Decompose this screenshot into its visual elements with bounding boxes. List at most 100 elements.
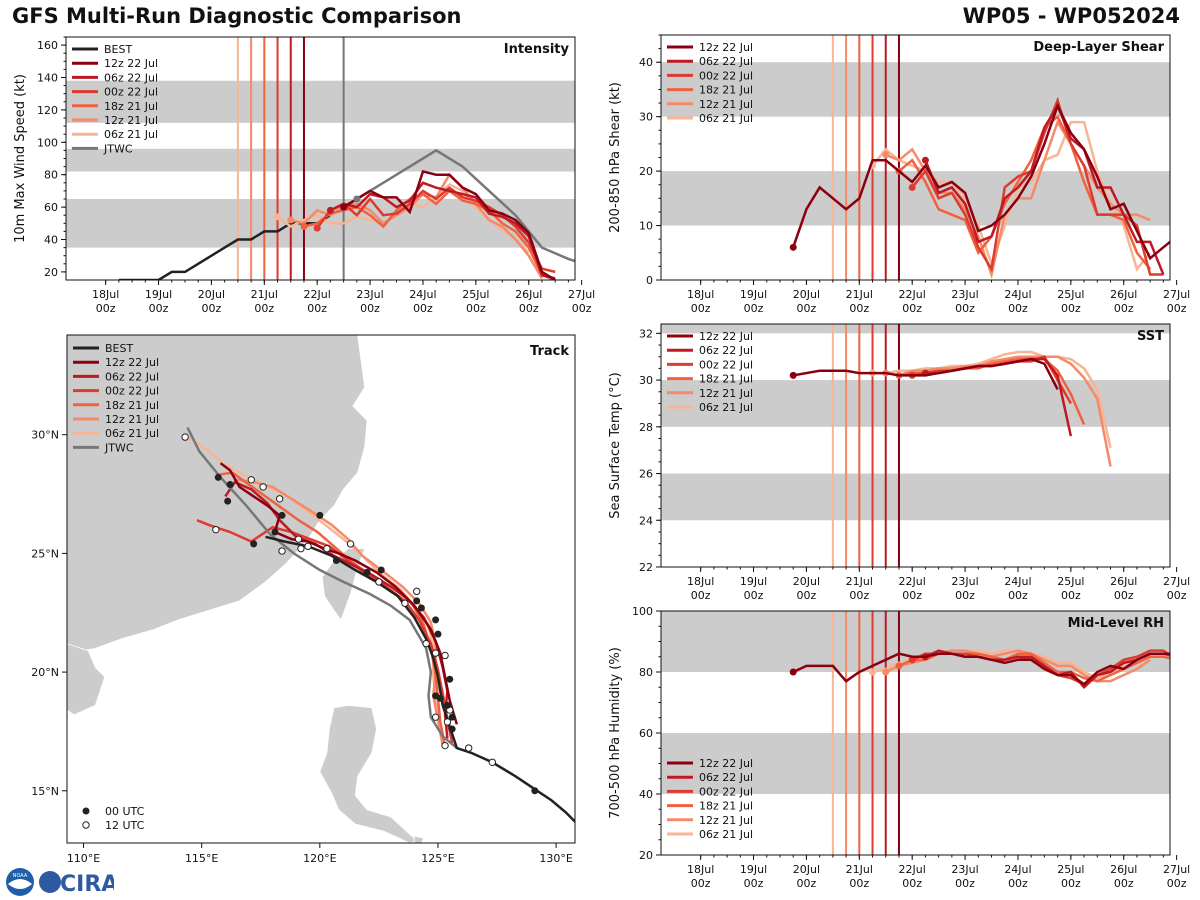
legend-label: 12z 21 Jul xyxy=(699,814,753,827)
track-point-12utc xyxy=(212,525,220,534)
series-start-point xyxy=(326,206,334,214)
legend-label: 00z 22 Jul xyxy=(699,785,753,798)
x-tick-day: 23Jul xyxy=(951,288,978,301)
y-tick-label: 100 xyxy=(37,136,58,149)
x-tick-day: 20Jul xyxy=(793,288,820,301)
x-tick-day: 18Jul xyxy=(687,288,714,301)
y-tick-label: 120 xyxy=(37,104,58,117)
series-start-point xyxy=(300,223,308,231)
legend-label: 06z 22 Jul xyxy=(699,344,753,357)
noaa-text: NOAA xyxy=(13,873,28,879)
y-tick-label: 30 xyxy=(639,111,653,124)
series-start-point xyxy=(882,668,890,676)
gray-band xyxy=(661,324,1170,334)
series-line-12z-22-Jul xyxy=(342,169,556,280)
track-point-12utc xyxy=(297,544,305,553)
track-point-12utc xyxy=(346,540,355,548)
cira-logo: NOAA CIRA xyxy=(6,868,114,897)
track-point-12utc xyxy=(441,741,449,750)
legend-label: 12z 21 Jul xyxy=(105,413,159,426)
lat-tick-label: 20°N xyxy=(31,666,59,679)
track-point-00utc xyxy=(446,675,454,683)
legend-label: 12z 22 Jul xyxy=(105,356,159,369)
legend-label: 12z 22 Jul xyxy=(699,41,753,54)
y-axis-label: 200-850 hPa Shear (kt) xyxy=(608,82,623,233)
x-tick-hour: 00z xyxy=(254,302,274,315)
x-tick-hour: 00z xyxy=(519,302,539,315)
track-line-12z-22-Jul xyxy=(219,462,459,725)
x-tick-day: 18Jul xyxy=(687,863,714,876)
track-point-00utc xyxy=(224,497,232,505)
track-point-12utc xyxy=(431,713,440,721)
track-point-12utc xyxy=(441,651,449,660)
y-axis-label: 700-500 hPa Humidity (%) xyxy=(608,647,623,819)
legend-label: 12z 21 Jul xyxy=(699,387,753,400)
x-tick-hour: 00z xyxy=(1008,877,1028,890)
series-line-12z-22-Jul xyxy=(792,652,1170,686)
hainan-landmass xyxy=(67,643,106,716)
x-tick-day: 22Jul xyxy=(304,288,331,301)
track-point-12utc xyxy=(278,547,286,555)
x-tick-day: 21Jul xyxy=(846,863,873,876)
x-tick-hour: 00z xyxy=(1061,589,1081,602)
series-start-point xyxy=(869,668,877,676)
series-line-12z-22-Jul xyxy=(792,357,1059,390)
legend-label: 06z 21 Jul xyxy=(699,112,753,125)
y-tick-label: 140 xyxy=(37,72,58,85)
lat-tick-label: 25°N xyxy=(31,547,59,560)
x-tick-hour: 00z xyxy=(1167,877,1187,890)
x-tick-hour: 00z xyxy=(96,302,116,315)
x-tick-day: 20Jul xyxy=(793,863,820,876)
x-tick-hour: 00z xyxy=(1167,589,1187,602)
track-point-12utc xyxy=(412,587,421,596)
x-tick-hour: 00z xyxy=(307,302,327,315)
track-point-00utc xyxy=(377,566,385,574)
series-start-point xyxy=(921,156,929,164)
lat-tick-label: 30°N xyxy=(31,429,59,442)
map-area xyxy=(67,335,575,843)
marker-legend-label: 00 UTC xyxy=(105,805,145,818)
track-point-12utc xyxy=(304,542,312,550)
x-tick-day: 23Jul xyxy=(951,863,978,876)
series-start-point xyxy=(895,662,903,670)
series-start-point xyxy=(789,371,797,379)
x-tick-day: 26Jul xyxy=(1110,863,1137,876)
lat-tick-label: 15°N xyxy=(31,785,59,798)
x-tick-day: 24Jul xyxy=(409,288,436,301)
x-tick-day: 21Jul xyxy=(251,288,278,301)
x-tick-day: 25Jul xyxy=(462,288,489,301)
legend-label: 06z 22 Jul xyxy=(104,71,158,84)
x-tick-hour: 00z xyxy=(902,877,922,890)
legend-label: 12z 21 Jul xyxy=(104,114,158,127)
y-tick-label: 22 xyxy=(639,561,653,574)
track-point-00utc xyxy=(316,511,324,519)
x-tick-day: 26Jul xyxy=(515,288,542,301)
x-tick-hour: 00z xyxy=(849,877,869,890)
track-point-00utc xyxy=(448,725,456,733)
x-tick-hour: 00z xyxy=(360,302,380,315)
x-tick-hour: 00z xyxy=(202,302,222,315)
y-tick-label: 30 xyxy=(639,374,653,387)
series-start-point xyxy=(789,668,797,676)
x-tick-hour: 00z xyxy=(691,302,711,315)
x-tick-hour: 00z xyxy=(413,302,433,315)
storm-id: WP05 - WP052024 xyxy=(962,4,1180,28)
track-point-12utc xyxy=(247,476,255,484)
y-tick-label: 0 xyxy=(646,274,653,287)
panel-title: Intensity xyxy=(504,42,570,57)
series-start-point xyxy=(340,203,348,211)
intensity-panel: 2040608010012014016018Jul00z19Jul00z20Ju… xyxy=(13,36,595,315)
x-tick-hour: 00z xyxy=(466,302,486,315)
track-point-00utc xyxy=(332,557,340,565)
y-tick-label: 40 xyxy=(639,788,653,801)
x-tick-day: 19Jul xyxy=(740,575,767,588)
x-tick-hour: 00z xyxy=(691,877,711,890)
x-tick-hour: 00z xyxy=(572,302,592,315)
x-tick-day: 19Jul xyxy=(740,863,767,876)
x-tick-day: 20Jul xyxy=(793,575,820,588)
x-tick-day: 27Jul xyxy=(568,288,595,301)
x-tick-day: 20Jul xyxy=(198,288,225,301)
x-tick-day: 24Jul xyxy=(1004,575,1031,588)
legend-label: 06z 21 Jul xyxy=(699,828,753,841)
